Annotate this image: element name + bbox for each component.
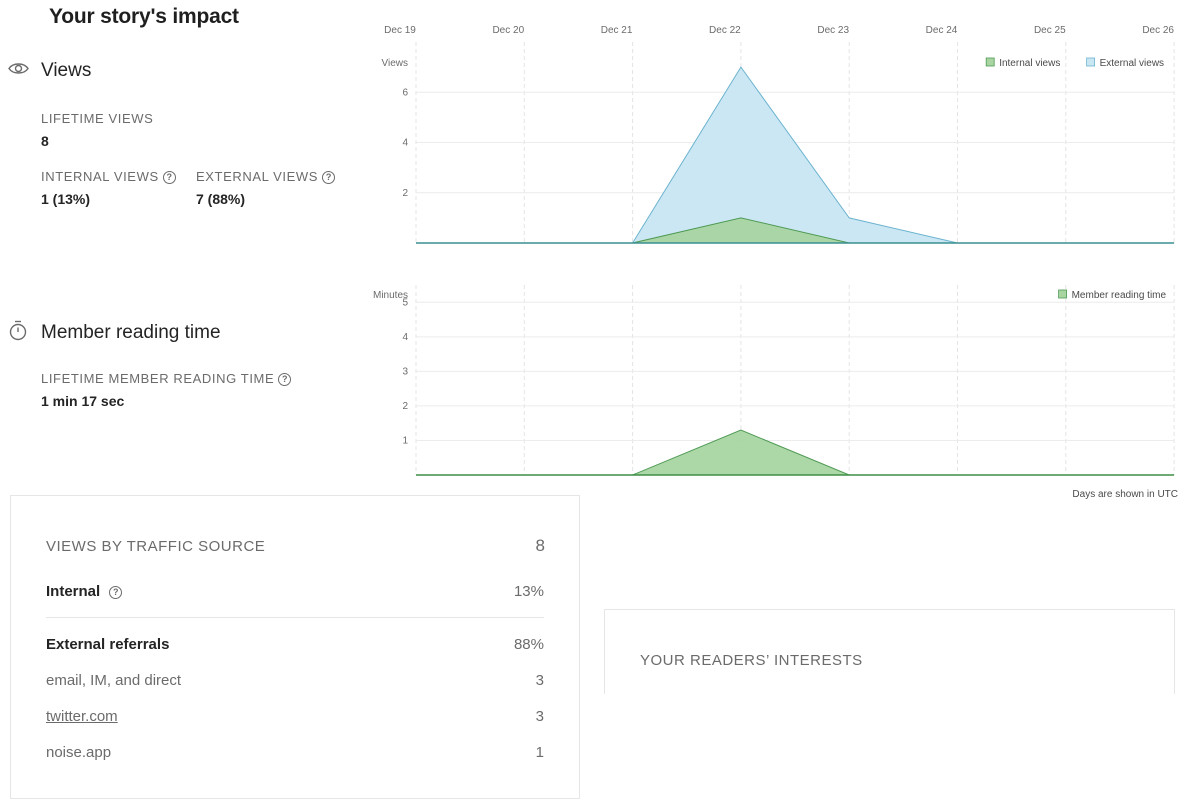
views-heading: Views xyxy=(41,60,92,81)
internal-views-value: 1 (13%) xyxy=(41,191,91,207)
legend-swatch xyxy=(985,57,995,67)
x-tick-label: Dec 23 xyxy=(817,25,849,36)
legend-label: External views xyxy=(1100,58,1164,69)
eye-icon xyxy=(8,61,29,76)
lifetime-views-label: LIFETIME VIEWS xyxy=(41,111,154,126)
x-tick-label: Dec 26 xyxy=(1142,25,1174,36)
x-tick-label: Dec 19 xyxy=(384,25,416,36)
chart-note: Days are shown in UTC xyxy=(1072,489,1178,500)
referrer-count: 1 xyxy=(535,744,544,761)
traffic-source-card: VIEWS BY TRAFFIC SOURCE 8 Internal? 13% … xyxy=(10,495,580,799)
referrer-link[interactable]: twitter.com xyxy=(46,708,118,725)
lifetime-reading-label-row: LIFETIME MEMBER READING TIME? xyxy=(41,370,292,388)
page-title: Your story's impact xyxy=(49,5,239,28)
lifetime-reading-value: 1 min 17 sec xyxy=(41,393,125,409)
help-icon[interactable]: ? xyxy=(278,373,292,386)
reading-time-heading: Member reading time xyxy=(41,322,221,343)
lifetime-reading-label: LIFETIME MEMBER READING TIME xyxy=(41,371,275,386)
x-tick-label: Dec 22 xyxy=(709,25,741,36)
y-tick-label: 4 xyxy=(402,138,408,149)
referrer-count: 3 xyxy=(535,672,544,689)
divider xyxy=(46,617,544,618)
interests-card: YOUR READERS’ INTERESTS xyxy=(604,609,1175,694)
traffic-source-heading: VIEWS BY TRAFFIC SOURCE xyxy=(46,538,266,555)
traffic-internal-row: Internal? 13% xyxy=(46,583,544,600)
referrer-row: email, IM, and direct 3 xyxy=(46,672,544,689)
internal-views-label: INTERNAL VIEWS xyxy=(41,169,159,184)
referrer-row: twitter.com 3 xyxy=(46,708,544,725)
referrer-name: noise.app xyxy=(46,744,112,761)
legend-label: Internal views xyxy=(999,58,1060,69)
y-tick-label: 1 xyxy=(402,435,408,446)
traffic-external-pct: 88% xyxy=(513,636,544,653)
referrer-row: noise.app 1 xyxy=(46,744,544,761)
y-tick-label: 6 xyxy=(402,87,408,98)
y-tick-label: 5 xyxy=(402,297,408,308)
external-views-label-row: EXTERNAL VIEWS? xyxy=(196,168,336,186)
referrer-count: 3 xyxy=(535,708,544,725)
area-external-views xyxy=(416,67,1175,243)
traffic-total: 8 xyxy=(535,536,545,555)
stopwatch-icon xyxy=(9,320,27,341)
traffic-external-label: External referrals xyxy=(46,636,170,653)
internal-views-label-row: INTERNAL VIEWS? xyxy=(41,168,176,186)
traffic-internal-pct: 13% xyxy=(513,583,544,600)
legend-label: Member reading time xyxy=(1072,290,1167,301)
lifetime-views-value: 8 xyxy=(41,133,49,149)
interests-heading: YOUR READERS’ INTERESTS xyxy=(640,652,863,669)
legend-swatch xyxy=(1086,57,1095,67)
traffic-external-row: External referrals 88% xyxy=(46,636,544,653)
y-tick-label: 4 xyxy=(402,332,408,343)
x-tick-label: Dec 25 xyxy=(1034,25,1066,36)
y-tick-label: 2 xyxy=(402,401,408,412)
legend-swatch xyxy=(1058,289,1067,299)
y-tick-label: 2 xyxy=(402,188,408,199)
x-tick-label: Dec 21 xyxy=(601,25,633,36)
external-views-value: 7 (88%) xyxy=(196,191,246,207)
help-icon[interactable]: ? xyxy=(109,586,123,599)
traffic-internal-label: Internal xyxy=(46,583,101,600)
help-icon[interactable]: ? xyxy=(162,171,176,184)
y-tick-label: 3 xyxy=(402,366,408,377)
x-tick-label: Dec 24 xyxy=(926,25,958,36)
x-tick-label: Dec 20 xyxy=(492,25,524,36)
stats-charts: Dec 19 Dec 20 Dec 21 Dec 22 Dec 23 Dec 24 Dec … xyxy=(373,25,1178,500)
referrer-name: email, IM, and direct xyxy=(46,672,182,689)
external-views-label: EXTERNAL VIEWS xyxy=(196,169,319,184)
help-icon[interactable]: ? xyxy=(322,171,336,184)
y-axis-label: Minutes xyxy=(373,290,408,301)
y-axis-label: Views xyxy=(382,58,409,69)
